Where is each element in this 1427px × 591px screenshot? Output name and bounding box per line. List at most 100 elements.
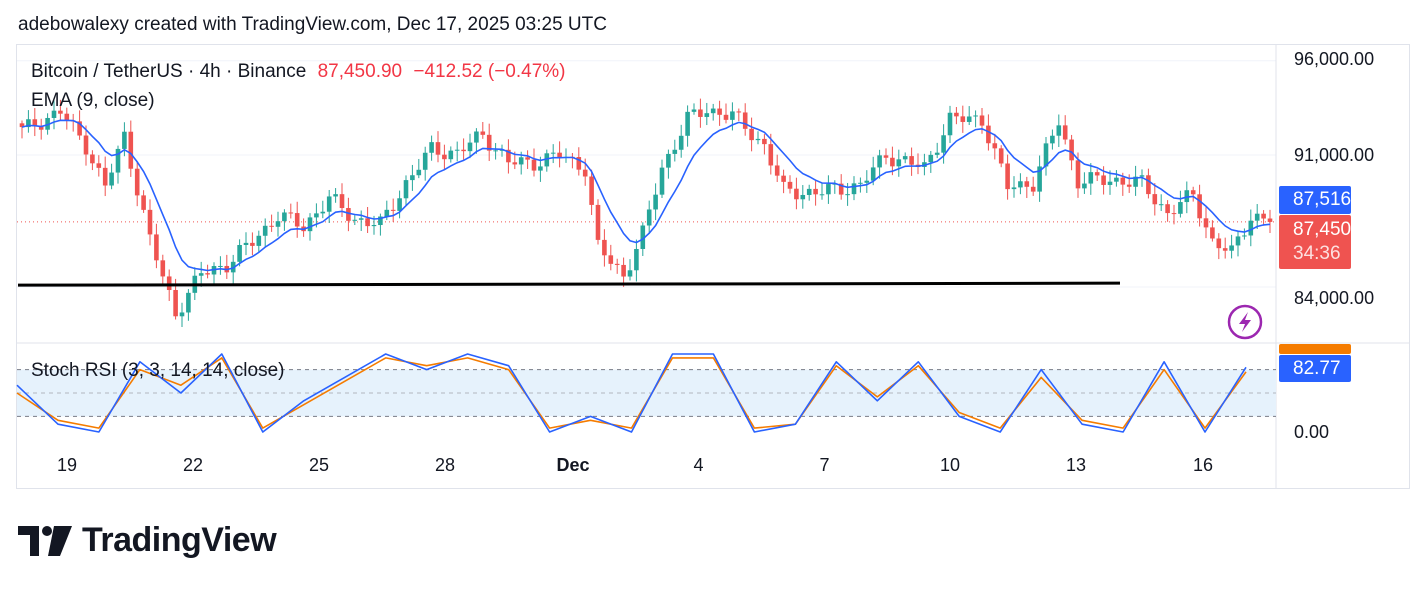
candle-body [544,153,550,167]
candle-body [1088,172,1094,184]
time-tick: 19 [57,455,78,475]
candle [506,139,511,174]
symbol-title[interactable]: Bitcoin / TetherUS · 4h · Binance [31,61,307,82]
candle [461,138,466,160]
candle-body [698,109,703,117]
candle-body [678,135,684,150]
candle [160,254,166,285]
candle-body [749,128,754,141]
candle [947,105,953,143]
candle-body [429,142,434,153]
candle [250,232,255,256]
candle [634,239,639,282]
candle-body [173,290,178,317]
candle-body [896,159,902,167]
stoch-rsi-legend[interactable]: Stoch RSI (3, 3, 14, 14, close) [31,360,285,381]
candle [128,120,134,177]
candle-body [384,209,390,217]
candle-body [685,111,690,136]
candle [467,133,473,159]
candle [659,159,665,199]
candle-body [800,194,806,200]
candle [749,117,754,152]
stoch-d-tag [1279,344,1351,354]
candle-body [640,225,646,249]
candle [410,164,415,191]
candle [1043,136,1049,176]
candle [288,203,294,219]
candle [595,199,601,245]
candle-body [1018,181,1023,188]
candle [486,123,492,162]
candle-body [1261,213,1266,219]
candle [666,149,671,179]
candle [77,110,82,140]
tradingview-logo[interactable]: TradingView [18,521,277,560]
candle [646,200,652,234]
candle-body [205,273,210,275]
candle-body [275,221,281,227]
candle-body [1267,218,1273,222]
candle-body [326,196,332,212]
candle-body [864,180,870,183]
candle-body [672,149,678,154]
candle [134,161,140,207]
candle-body [851,183,857,195]
candle [717,100,722,126]
candle-body [621,264,626,277]
candle-body [198,273,204,276]
candle-body [960,116,966,122]
price-tick-84000: 84,000.00 [1294,288,1375,308]
candle [83,125,89,166]
candle-body [1216,238,1222,249]
candle [70,113,76,132]
ema-legend[interactable]: EMA (9, close) [31,90,155,111]
candle [19,120,25,139]
candle [1011,176,1017,198]
candle [256,230,262,252]
candle [851,176,857,201]
candle-body [1146,175,1151,195]
candle-body [1152,194,1158,205]
candle [685,105,690,147]
candle [832,180,838,194]
candle-body [966,116,972,122]
time-tick: 10 [940,455,961,475]
last-price-tag-value: 87,450.90 [1293,219,1378,240]
time-tick: 4 [693,455,704,475]
candle [838,174,844,200]
candle [90,150,95,171]
candle [627,259,633,281]
symbol-legend: Bitcoin / TetherUS · 4h · Binance 87,450… [31,61,566,83]
candle-body [1101,175,1106,185]
candle [442,144,447,171]
candle-body [582,169,588,177]
candle-body [19,123,25,128]
candle-body [282,212,287,222]
candle [416,158,422,179]
support-line [17,281,1121,287]
candle [672,139,678,162]
candle-body [512,162,518,165]
candle-body [602,239,607,256]
candle [1146,168,1151,199]
candle [1216,233,1222,260]
candle-body [608,255,614,264]
candle-body [1056,125,1062,136]
candle [704,102,710,126]
candle-body [288,212,294,214]
candle [1114,170,1119,187]
candle-body [736,111,742,113]
legend-change: −412.52 (−0.47%) [413,61,566,82]
candle [102,156,108,197]
candle [397,190,402,219]
candle [909,147,914,176]
candle-body [506,149,511,163]
candle-body [1037,166,1042,192]
time-tick: 28 [435,455,456,475]
candle [1210,220,1215,242]
candle-body [486,134,492,151]
ema-line [21,119,1271,272]
candle-body [550,152,556,154]
